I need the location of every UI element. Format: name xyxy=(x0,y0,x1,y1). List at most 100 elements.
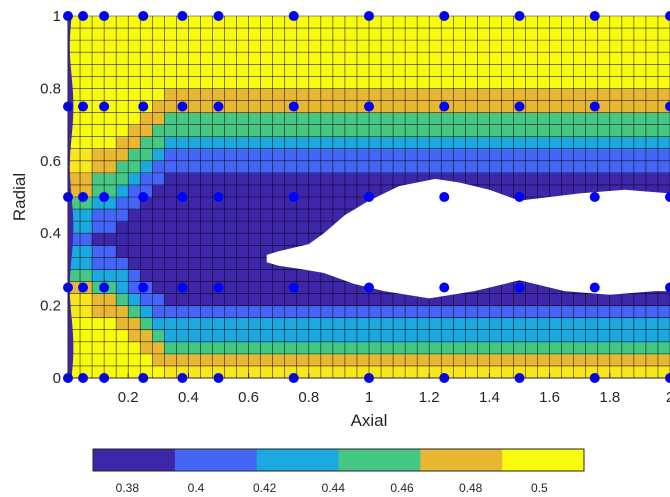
heatmap-cell xyxy=(320,112,334,126)
heatmap-cell xyxy=(344,136,358,150)
heatmap-cell xyxy=(224,293,238,307)
sample-marker xyxy=(439,282,450,293)
heatmap-cell xyxy=(200,160,213,174)
heatmap-cell xyxy=(573,112,587,126)
heatmap-cell xyxy=(248,52,262,65)
sample-marker xyxy=(138,192,149,202)
sample-marker xyxy=(99,101,110,112)
x-tick-label: 0.8 xyxy=(298,389,319,406)
heatmap-cell xyxy=(80,40,93,53)
heatmap-cell xyxy=(248,245,262,258)
heatmap-cell xyxy=(188,64,201,77)
heatmap-cell xyxy=(212,233,226,246)
heatmap-cell xyxy=(621,124,635,138)
sample-marker xyxy=(288,11,299,21)
heatmap-cell xyxy=(657,317,670,331)
heatmap-cell xyxy=(116,353,129,367)
heatmap-cell xyxy=(92,172,105,186)
heatmap-cell xyxy=(236,112,250,126)
heatmap-cell xyxy=(104,124,117,138)
heatmap-cell xyxy=(369,148,382,162)
heatmap-cell xyxy=(344,172,358,186)
heatmap-cell xyxy=(260,76,274,89)
heatmap-cell xyxy=(381,365,394,379)
heatmap-cell xyxy=(537,28,551,41)
heatmap-cell xyxy=(609,64,623,77)
heatmap-cell xyxy=(453,100,466,114)
heatmap-cell xyxy=(176,136,189,150)
heatmap-cell xyxy=(332,281,346,295)
heatmap-cell xyxy=(248,64,262,77)
heatmap-cell xyxy=(585,160,599,174)
heatmap-cell xyxy=(513,317,527,331)
heatmap-cell xyxy=(332,28,346,41)
heatmap-cell xyxy=(537,293,551,307)
heatmap-cell xyxy=(585,172,599,186)
heatmap-cell xyxy=(272,184,286,198)
heatmap-cell xyxy=(344,160,358,174)
heatmap-cell xyxy=(320,172,334,186)
heatmap-cell xyxy=(200,76,213,89)
colorbar-segment xyxy=(256,449,339,471)
heatmap-cell xyxy=(200,221,213,234)
heatmap-cell xyxy=(92,257,105,270)
heatmap-cell xyxy=(633,52,647,65)
heatmap-cell xyxy=(344,317,358,331)
heatmap-cell xyxy=(405,40,418,53)
heatmap-cell xyxy=(369,112,382,126)
heatmap-cell xyxy=(152,329,165,343)
heatmap-cell xyxy=(140,209,153,222)
x-tick-label: 1.8 xyxy=(599,389,620,406)
heatmap-cell xyxy=(369,353,382,367)
heatmap-cell xyxy=(212,317,226,331)
heatmap-cell xyxy=(465,64,478,77)
heatmap-cell xyxy=(465,317,478,331)
heatmap-cell xyxy=(104,88,117,101)
heatmap-cell xyxy=(513,329,527,343)
heatmap-cell xyxy=(200,52,213,65)
heatmap-cell xyxy=(561,64,575,77)
heatmap-cell xyxy=(260,281,274,295)
heatmap-cell xyxy=(236,221,250,234)
heatmap-cell xyxy=(465,329,478,343)
heatmap-cell xyxy=(260,341,274,355)
heatmap-cell xyxy=(344,365,358,379)
heatmap-cell xyxy=(332,317,346,331)
heatmap-cell xyxy=(501,76,514,89)
heatmap-cell xyxy=(393,305,406,319)
heatmap-cell xyxy=(152,341,165,355)
heatmap-cell xyxy=(597,88,611,101)
heatmap-cell xyxy=(356,88,370,101)
heatmap-cell xyxy=(92,293,105,307)
heatmap-cell xyxy=(236,209,250,222)
heatmap-cell xyxy=(549,160,563,174)
heatmap-cell xyxy=(597,353,611,367)
heatmap-cell xyxy=(320,16,334,29)
heatmap-cell xyxy=(633,64,647,77)
heatmap-cell xyxy=(308,28,322,41)
heatmap-cell xyxy=(128,221,141,234)
heatmap-cell xyxy=(284,209,298,222)
x-tick-label: 1.4 xyxy=(479,389,500,406)
heatmap-cell xyxy=(393,136,406,150)
heatmap-cell xyxy=(585,305,599,319)
heatmap-cell xyxy=(645,365,659,379)
heatmap-cell xyxy=(200,148,213,162)
heatmap-cell xyxy=(585,124,599,138)
heatmap-cell xyxy=(188,317,201,331)
heatmap-cell xyxy=(356,52,370,65)
heatmap-cell xyxy=(140,148,153,162)
heatmap-cell xyxy=(465,28,478,41)
heatmap-cell xyxy=(513,305,527,319)
heatmap-cell xyxy=(212,160,226,174)
heatmap-cell xyxy=(272,28,286,41)
heatmap-cell xyxy=(284,40,298,53)
heatmap-cell xyxy=(501,148,514,162)
heatmap-cell xyxy=(369,64,382,77)
heatmap-cell xyxy=(489,353,502,367)
heatmap-cell xyxy=(356,305,370,319)
heatmap-cell xyxy=(320,365,334,379)
heatmap-cell xyxy=(92,305,105,319)
heatmap-cell xyxy=(152,112,165,126)
heatmap-cell xyxy=(344,184,358,198)
